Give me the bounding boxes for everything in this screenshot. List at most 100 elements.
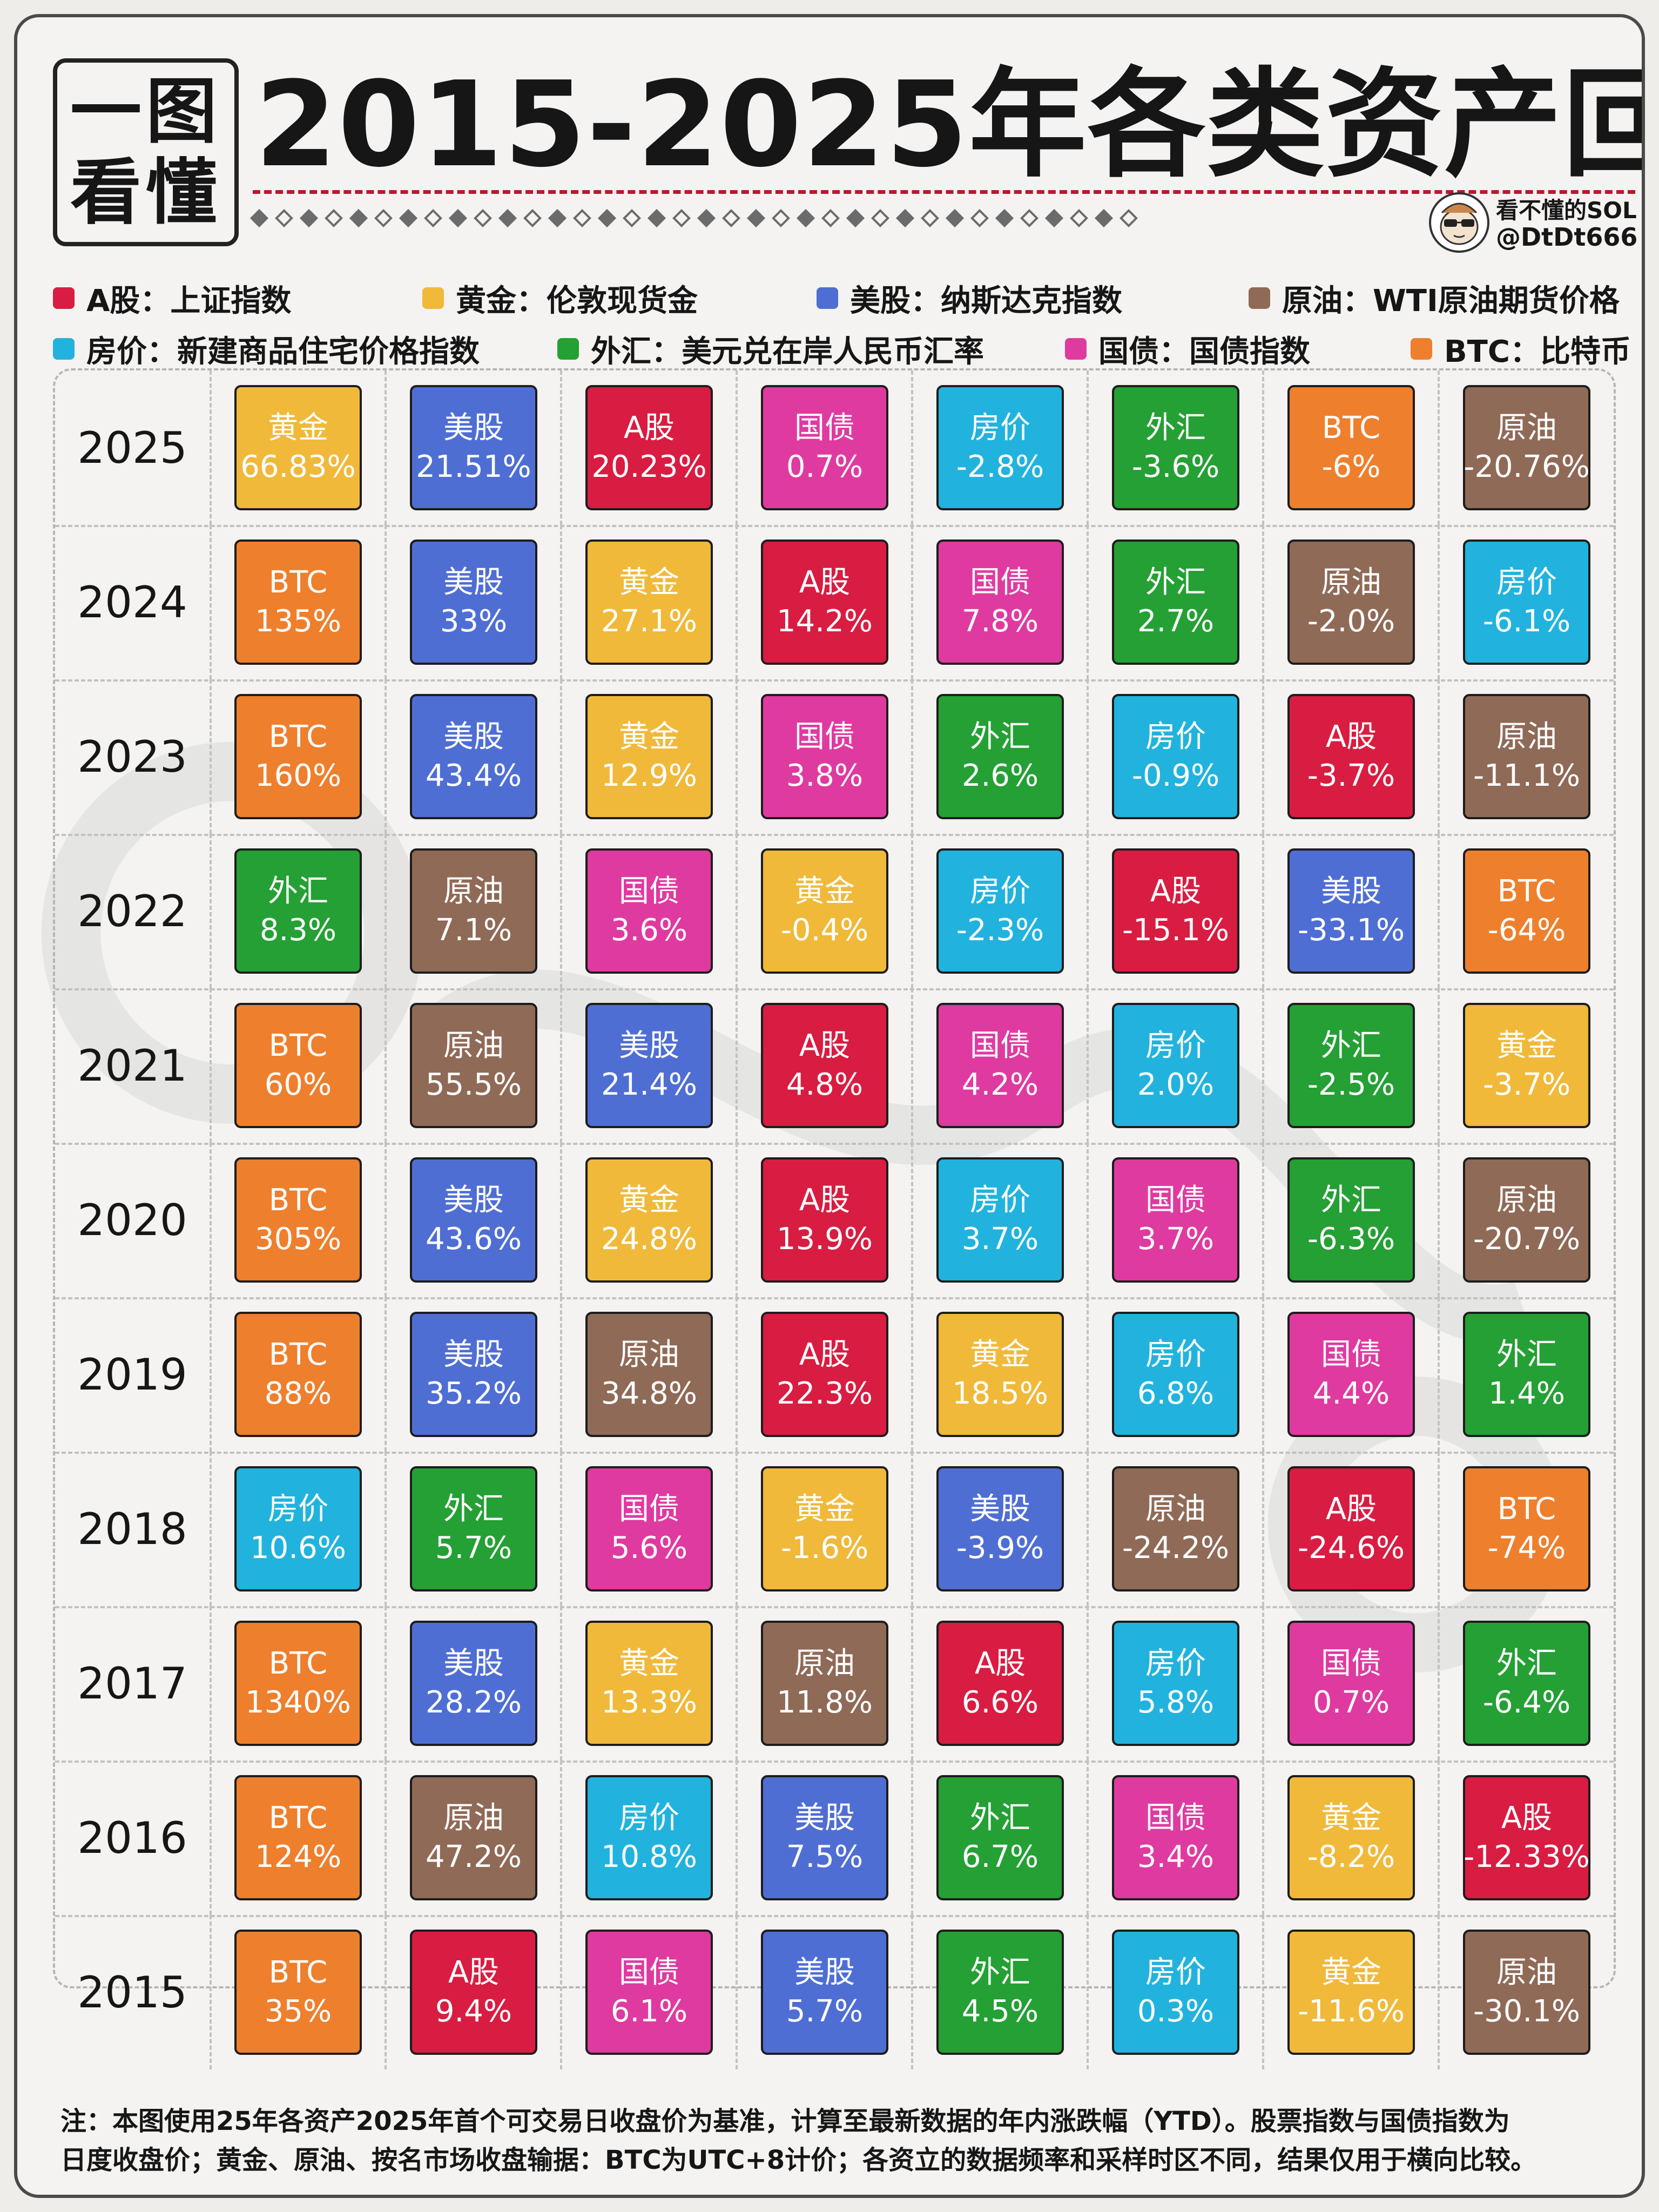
asset-tile: 外汇 -6.3% (1287, 1157, 1415, 1283)
asset-tile: 原油 -20.76% (1463, 385, 1590, 510)
legend-item: BTC：比特币 (1411, 327, 1631, 370)
asset-return: 20.23% (591, 449, 707, 484)
footnote: 注：本图使用25年各资产2025年首个可交易日收盘价为基准，计算至最新数据的年内… (60, 2102, 1616, 2180)
grid-cell: 外汇 8.3% (212, 834, 387, 988)
asset-return: 5.6% (610, 1530, 688, 1566)
asset-return: -1.6% (780, 1530, 869, 1566)
year-label: 2016 (55, 1761, 212, 1915)
asset-tile: 黄金 -0.4% (761, 848, 888, 974)
diamond-icon (250, 209, 268, 227)
grid-cell: 房价 0.3% (1089, 1915, 1264, 2069)
asset-tile: 黄金 66.83% (234, 385, 362, 510)
year-label: 2023 (55, 679, 212, 834)
legend-label: 外汇：美元兑在岸人民币汇率 (591, 334, 984, 369)
diamond-icon (772, 209, 790, 227)
asset-return: 4.5% (961, 1994, 1039, 2029)
asset-tile: 黄金 -1.6% (761, 1466, 888, 1591)
grid-cell: 国债 4.4% (1265, 1297, 1440, 1452)
asset-name: 美股 (970, 1492, 1030, 1527)
asset-return: 0.7% (786, 449, 864, 484)
asset-tile: 原油 -30.1% (1463, 1930, 1590, 2055)
asset-return: -3.7% (1482, 1067, 1571, 1102)
asset-return: 33% (440, 604, 508, 639)
asset-name: 原油 (794, 1646, 855, 1681)
grid-cell: 国债 3.4% (1089, 1761, 1264, 1915)
asset-name: 原油 (1496, 719, 1557, 754)
asset-return: 55.5% (426, 1067, 522, 1102)
diamond-icon (1045, 209, 1063, 227)
footnote-line-2: 日度收盘价；黄金、原油、按名市场收盘输据：BTC为UTC+8计价；各资立的数据频… (60, 2145, 1537, 2175)
grid-cell: A股 9.4% (387, 1915, 562, 2069)
grid-cell: 外汇 2.7% (1089, 525, 1264, 679)
asset-name: A股 (974, 1646, 1026, 1681)
diamond-icon (896, 209, 914, 227)
avatar (1429, 192, 1489, 253)
asset-tile: BTC 35% (234, 1930, 362, 2055)
year-row: 2018 房价 10.6% 外汇 5.7% 国债 5.6% 黄金 -1.6% 美股 -3.9% 原油 -… (55, 1452, 1614, 1608)
asset-return: 10.8% (601, 1839, 697, 1874)
legend-label: A股：上证指数 (86, 283, 292, 319)
asset-return: 4.2% (961, 1067, 1039, 1102)
asset-name: 黄金 (619, 719, 679, 754)
asset-tile: A股 -12.33% (1463, 1775, 1590, 1900)
asset-tile: 美股 -3.9% (936, 1466, 1064, 1591)
asset-return: 13.3% (601, 1685, 697, 1720)
asset-return: 8.3% (259, 913, 337, 948)
asset-tile: A股 -15.1% (1112, 848, 1239, 974)
asset-tile: 外汇 2.7% (1112, 539, 1239, 665)
year-label: 2018 (55, 1452, 212, 1606)
asset-return: 43.6% (426, 1222, 522, 1257)
asset-name: 外汇 (970, 1800, 1030, 1836)
legend-label: 原油：WTI原油期货价格 (1282, 283, 1620, 319)
asset-tile: 国债 4.2% (936, 1003, 1064, 1128)
asset-name: BTC (268, 719, 328, 754)
grid-cell: 外汇 5.7% (387, 1452, 562, 1606)
diamond-icon (374, 209, 393, 227)
asset-return: 21.4% (601, 1067, 697, 1102)
asset-tile: 美股 33% (410, 539, 537, 665)
grid-cell: 美股 35.2% (387, 1297, 562, 1452)
asset-name: 房价 (970, 410, 1030, 446)
asset-tile: 房价 -0.9% (1112, 694, 1239, 819)
grid-cell: 国债 3.6% (563, 834, 738, 988)
asset-return: -2.0% (1307, 604, 1395, 639)
grid-cell: 原油 47.2% (387, 1761, 562, 1915)
asset-tile: 国债 3.8% (761, 694, 888, 819)
asset-tile: 国债 0.7% (761, 385, 888, 510)
asset-name: 房价 (1496, 565, 1557, 600)
grid-cell: 黄金 24.8% (563, 1143, 738, 1297)
asset-tile: 外汇 1.4% (1463, 1312, 1590, 1437)
grid-cell: 美股 -3.9% (914, 1452, 1089, 1606)
asset-tile: 外汇 -3.6% (1112, 385, 1239, 510)
asset-return: 5.7% (786, 1994, 864, 2029)
grid-cell: 房价 -2.3% (914, 834, 1089, 988)
diamond-icon (797, 209, 815, 227)
grid-cell: 美股 43.4% (387, 679, 562, 834)
asset-name: 黄金 (1321, 1955, 1381, 1990)
asset-name: 黄金 (619, 1183, 679, 1218)
asset-name: 房价 (1145, 1337, 1206, 1372)
asset-return: -33.1% (1297, 913, 1405, 948)
grid-cell: 原油 11.8% (738, 1606, 913, 1761)
asset-name: 美股 (443, 410, 504, 446)
legend-swatch (817, 287, 838, 309)
asset-tile: 国债 6.1% (585, 1930, 713, 2055)
year-row: 2021 BTC 60% 原油 55.5% 美股 21.4% A股 4.8% 国债 4.2% 房价 2.… (55, 988, 1614, 1145)
asset-name: 黄金 (794, 874, 855, 909)
asset-name: 房价 (268, 1492, 328, 1527)
asset-return: 34.8% (601, 1376, 697, 1411)
diamond-divider (250, 207, 1387, 229)
asset-return: 10.6% (250, 1530, 346, 1566)
grid-cell: 房价 10.6% (212, 1452, 387, 1606)
grid-cell: BTC -64% (1440, 834, 1615, 988)
asset-return: 24.8% (601, 1222, 697, 1257)
grid-cell: 美股 -33.1% (1265, 834, 1440, 988)
grid-cell: BTC 135% (212, 525, 387, 679)
diamond-icon (424, 209, 442, 227)
asset-return: 1340% (245, 1685, 351, 1720)
diamond-icon (474, 209, 492, 227)
asset-return: 3.4% (1137, 1839, 1215, 1874)
grid-cell: BTC -6% (1265, 370, 1440, 525)
grid-cell: 外汇 6.7% (914, 1761, 1089, 1915)
asset-name: 外汇 (1145, 565, 1206, 600)
